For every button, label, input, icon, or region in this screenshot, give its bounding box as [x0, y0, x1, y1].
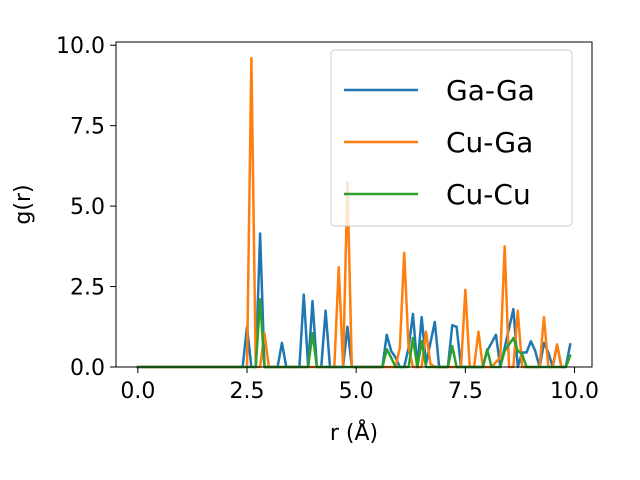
y-tick-label: 2.5: [70, 276, 105, 301]
x-tick-label: 2.5: [230, 379, 265, 404]
y-tick-label: 5.0: [70, 195, 105, 220]
legend: Ga-Ga Cu-Ga Cu-Cu: [330, 49, 573, 227]
x-tick-label: 5.0: [339, 379, 374, 404]
y-tick-label: 7.5: [70, 115, 105, 140]
legend-label: Cu-Ga: [446, 126, 533, 159]
x-tick-label: 10.0: [550, 379, 599, 404]
legend-box: [330, 49, 573, 227]
legend-label: Cu-Cu: [446, 178, 531, 211]
series-line-cu-cu: [136, 298, 572, 369]
y-axis-label: g(r): [11, 184, 36, 224]
y-axis: 0.0 2.5 5.0 7.5 10.0: [56, 34, 116, 381]
x-tick-label: 0.0: [120, 379, 155, 404]
y-tick-label: 10.0: [56, 34, 105, 59]
x-axis: 0.0 2.5 5.0 7.5 10.0: [120, 367, 599, 404]
y-tick-label: 0.0: [70, 356, 105, 381]
x-axis-label: r (Å): [330, 419, 378, 446]
x-tick-label: 7.5: [448, 379, 483, 404]
plot-frame: [115, 41, 593, 368]
legend-label: Ga-Ga: [446, 74, 535, 107]
